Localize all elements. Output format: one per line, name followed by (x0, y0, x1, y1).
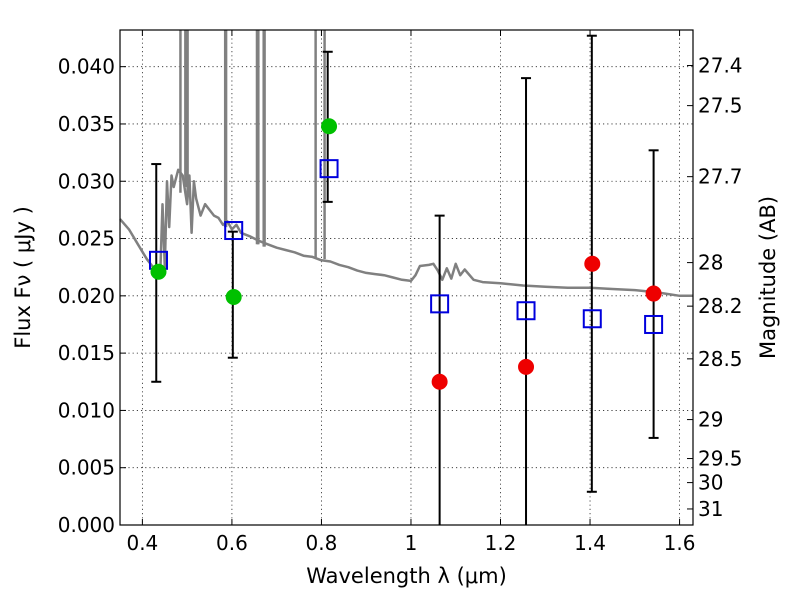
model-square-point (644, 314, 664, 334)
x-tick-label: 0.6 (216, 531, 248, 555)
x-tick-label: 0.4 (126, 531, 158, 555)
y-tick-label: 0.020 (58, 284, 115, 308)
upper-limit-point (584, 255, 601, 272)
model-square-point (224, 221, 244, 241)
y-tick-label: 0.010 (58, 398, 115, 422)
right-tick-label: 27.7 (698, 165, 743, 189)
model-square-point (582, 309, 602, 329)
grid (120, 30, 693, 526)
data-markers (148, 118, 664, 390)
right-tick-label: 30 (698, 471, 723, 495)
model-square-point (430, 294, 450, 314)
y-tick-label: 0.030 (58, 169, 115, 193)
upper-limit-point (518, 358, 535, 375)
model-square-point (319, 159, 339, 179)
plot-frame (119, 29, 694, 526)
model-spectrum (119, 30, 693, 298)
right-tick-label: 28.2 (698, 294, 743, 318)
right-tick-label: 31 (698, 497, 723, 521)
upper-limit-point (431, 373, 448, 390)
x-tick-label: 1 (405, 531, 418, 555)
y-tick-label: 0.015 (58, 341, 115, 365)
spectrum-line (119, 168, 693, 298)
right-tick-label: 29.5 (698, 447, 743, 471)
y-tick-label: 0.005 (58, 456, 115, 480)
x-tick-label: 1.4 (574, 531, 606, 555)
right-tick-label: 28 (698, 251, 723, 275)
y-tick-label: 0.035 (58, 112, 115, 136)
detection-point (321, 118, 338, 135)
y-axis-label: Flux Fν ( μJy ) (11, 206, 35, 349)
x-axis-ticks: 0.4 0.6 0.8 1 1.2 1.4 1.6 (126, 30, 695, 555)
right-tick-label: 28.5 (698, 347, 743, 371)
y-tick-label: 0.040 (58, 55, 115, 79)
y-axis-ticks: 0.000 0.005 0.010 0.015 0.020 0.025 0.030 0.035… (58, 55, 126, 537)
detection-point (150, 263, 167, 280)
x-axis-label: Wavelength λ (μm) (306, 564, 507, 588)
x-tick-label: 1.2 (485, 531, 517, 555)
upper-limit-point (645, 285, 662, 302)
x-tick-label: 1.6 (664, 531, 696, 555)
right-tick-label: 27.4 (698, 54, 743, 78)
model-square-point (516, 301, 536, 321)
right-tick-label: 27.5 (698, 94, 743, 118)
right-axis-label: Magnitude (AB) (756, 196, 780, 359)
x-tick-label: 0.8 (306, 531, 338, 555)
y-tick-label: 0.025 (58, 227, 115, 251)
y-tick-label: 0.000 (58, 513, 115, 537)
detection-point (225, 288, 242, 305)
right-tick-label: 29 (698, 408, 723, 432)
